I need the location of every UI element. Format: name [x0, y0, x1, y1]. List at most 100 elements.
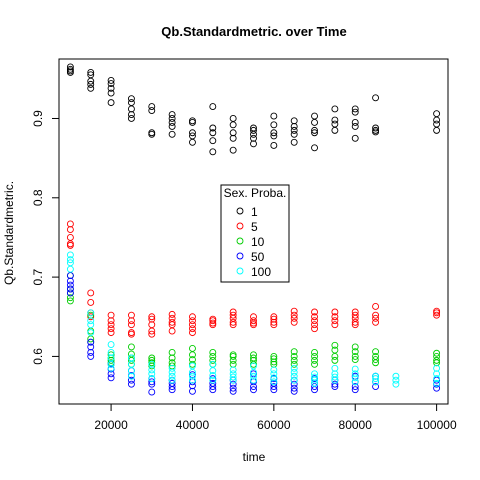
data-point	[372, 302, 380, 310]
data-point	[290, 364, 298, 372]
data-point	[351, 370, 359, 378]
data-point	[250, 126, 257, 134]
legend-entry: 5	[251, 220, 258, 234]
data-point	[372, 356, 380, 364]
series-10	[66, 272, 441, 370]
data-point	[290, 380, 298, 388]
data-point	[209, 352, 217, 360]
data-point	[331, 116, 339, 124]
data-point	[351, 352, 359, 360]
data-point	[372, 311, 380, 319]
data-point	[189, 118, 196, 126]
data-point	[290, 122, 298, 130]
series-5	[66, 220, 441, 338]
data-point	[168, 115, 176, 122]
data-point	[87, 321, 95, 329]
data-point	[148, 378, 156, 386]
data-point	[270, 383, 278, 391]
data-point	[107, 317, 115, 325]
data-point	[433, 379, 441, 387]
data-point	[168, 364, 176, 372]
data-point	[189, 372, 196, 380]
data-point	[107, 356, 115, 364]
data-point	[168, 348, 176, 356]
data-point	[331, 321, 339, 329]
data-point	[127, 95, 135, 103]
data-point	[311, 112, 318, 120]
x-tick-label: 40000	[176, 418, 210, 432]
data-point	[392, 380, 400, 388]
data-point	[229, 115, 237, 122]
data-point	[66, 241, 74, 249]
data-point	[127, 380, 135, 388]
data-point	[148, 130, 156, 138]
data-point	[311, 126, 318, 134]
data-point	[331, 356, 339, 364]
data-point	[433, 349, 441, 357]
data-point	[270, 141, 278, 149]
y-tick-label: 0.7	[31, 268, 45, 285]
data-point	[290, 138, 298, 146]
data-point	[209, 129, 217, 137]
data-point	[270, 112, 278, 120]
data-point	[66, 226, 74, 233]
data-point	[229, 376, 237, 384]
data-point	[148, 321, 156, 329]
data-point	[229, 321, 237, 329]
data-point	[168, 111, 176, 118]
data-point	[148, 366, 156, 374]
data-point	[189, 138, 196, 146]
legend-marker	[236, 267, 244, 275]
data-point	[229, 318, 237, 326]
data-point	[372, 318, 380, 326]
data-point	[209, 356, 217, 364]
data-point	[250, 140, 257, 148]
data-point	[270, 121, 278, 129]
data-point	[209, 148, 217, 156]
data-point	[209, 348, 217, 356]
data-point	[107, 360, 115, 368]
data-point	[351, 383, 359, 391]
data-point	[189, 345, 196, 352]
data-point	[250, 386, 257, 394]
data-point	[168, 327, 176, 335]
y-axis-label: Qb.Standardmetric.	[2, 181, 16, 285]
chart-title: Qb.Standardmetric. over Time	[161, 24, 346, 39]
data-point	[372, 359, 380, 367]
data-point	[331, 308, 339, 316]
data-point	[229, 352, 237, 360]
data-point	[433, 364, 441, 372]
data-point	[87, 338, 95, 346]
data-point	[209, 317, 217, 325]
data-point	[311, 325, 318, 333]
data-point	[87, 77, 95, 85]
data-point	[270, 378, 278, 386]
data-point	[87, 69, 95, 76]
data-point	[87, 309, 95, 317]
data-point	[107, 80, 115, 88]
data-point	[229, 121, 237, 129]
data-point	[168, 368, 176, 376]
data-point	[250, 134, 257, 142]
data-point	[66, 265, 74, 273]
data-point	[168, 376, 176, 384]
data-point	[87, 84, 95, 92]
data-point	[250, 130, 257, 138]
data-point	[107, 311, 115, 319]
data-point	[229, 311, 237, 319]
data-point	[127, 360, 135, 368]
data-point	[433, 110, 441, 118]
data-point	[107, 374, 115, 382]
data-point	[189, 376, 196, 384]
data-point	[351, 343, 359, 351]
data-point	[311, 360, 318, 368]
x-tick-label: 60000	[257, 418, 291, 432]
data-point	[311, 379, 318, 387]
data-point	[127, 343, 135, 351]
data-point	[66, 294, 74, 302]
data-point	[290, 348, 298, 356]
legend-marker	[236, 222, 244, 230]
data-point	[168, 386, 176, 394]
data-point	[127, 356, 135, 364]
data-point	[351, 108, 359, 116]
